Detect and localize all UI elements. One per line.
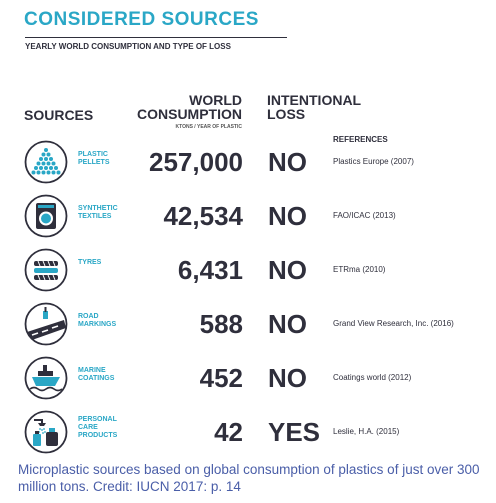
table-row: ROAD MARKINGS 588 NO Grand View Research… bbox=[0, 299, 496, 349]
source-label: SYNTHETIC TEXTILES bbox=[78, 205, 140, 221]
consumption-value: 588 bbox=[199, 309, 243, 339]
intentional-loss-value: YES bbox=[268, 417, 321, 447]
source-label: TYRES bbox=[78, 259, 140, 267]
shower-icon bbox=[24, 410, 68, 454]
table-row: SYNTHETIC TEXTILES 42,534 NO FAO/ICAC (2… bbox=[0, 191, 496, 241]
consumption-value: 257,000 bbox=[149, 147, 243, 177]
intentional-loss-value: NO bbox=[268, 201, 307, 231]
source-label-line: MARINE bbox=[78, 367, 106, 374]
intentional-loss-value: NO bbox=[268, 147, 307, 177]
column-header-loss-line2: LOSS bbox=[267, 106, 306, 122]
column-header-consumption-unit: KTONS / YEAR OF PLASTIC bbox=[175, 124, 243, 130]
reference-text: FAO/ICAC (2013) bbox=[333, 211, 396, 220]
tyre-icon bbox=[24, 248, 68, 292]
column-header-consumption-line1: WORLD bbox=[189, 92, 242, 108]
reference-text: Grand View Research, Inc. (2016) bbox=[333, 319, 454, 328]
column-header-loss: INTENTIONAL LOSS bbox=[267, 93, 361, 121]
source-label-line: MARKINGS bbox=[78, 321, 117, 328]
reference-text: Plastics Europe (2007) bbox=[333, 157, 414, 166]
reference-text: Leslie, H.A. (2015) bbox=[333, 427, 400, 436]
table-row: PERSONAL CARE PRODUCTS 42 YES Leslie, H.… bbox=[0, 407, 496, 457]
consumption-value: 452 bbox=[199, 363, 243, 393]
table-row: PLASTIC PELLETS 257,000 NO Plastics Euro… bbox=[0, 137, 496, 187]
pellets-icon bbox=[24, 140, 68, 184]
ship-icon bbox=[24, 356, 68, 400]
source-label-line: SYNTHETIC bbox=[78, 205, 118, 212]
page-title: CONSIDERED SOURCES bbox=[24, 9, 259, 30]
source-label-line: COATINGS bbox=[78, 375, 115, 382]
consumption-value: 42,534 bbox=[163, 201, 243, 231]
consumption-value: 42 bbox=[214, 417, 243, 447]
reference-text: ETRma (2010) bbox=[333, 265, 386, 274]
source-label-line: TYRES bbox=[78, 259, 102, 266]
source-label-line: PRODUCTS bbox=[78, 432, 118, 439]
source-label-line: PELLETS bbox=[78, 159, 110, 166]
source-label: ROAD MARKINGS bbox=[78, 313, 140, 329]
reference-text: Coatings world (2012) bbox=[333, 373, 412, 382]
source-label: PERSONAL CARE PRODUCTS bbox=[78, 416, 140, 440]
source-label-line: ROAD bbox=[78, 313, 99, 320]
source-label-line: CARE bbox=[78, 424, 98, 431]
column-header-references: REFERENCES bbox=[333, 135, 388, 144]
column-header-consumption: WORLD CONSUMPTION bbox=[130, 93, 242, 121]
source-label-line: TEXTILES bbox=[78, 213, 112, 220]
column-header-sources: SOURCES bbox=[24, 107, 94, 123]
page-subtitle: YEARLY WORLD CONSUMPTION AND TYPE OF LOS… bbox=[25, 37, 287, 51]
consumption-value: 6,431 bbox=[177, 255, 243, 285]
column-header-loss-line1: INTENTIONAL bbox=[267, 92, 362, 108]
figure-caption: Microplastic sources based on global con… bbox=[18, 462, 480, 494]
table-row: MARINE COATINGS 452 NO Coatings world (2… bbox=[0, 353, 496, 403]
intentional-loss-value: NO bbox=[268, 309, 307, 339]
source-label: MARINE COATINGS bbox=[78, 367, 140, 383]
table-row: TYRES 6,431 NO ETRma (2010) bbox=[0, 245, 496, 295]
column-header-consumption-line2: CONSUMPTION bbox=[137, 106, 242, 122]
source-label: PLASTIC PELLETS bbox=[78, 151, 140, 167]
intentional-loss-value: NO bbox=[268, 363, 307, 393]
source-label-line: PERSONAL bbox=[78, 416, 117, 423]
washing-machine-icon bbox=[24, 194, 68, 238]
road-icon bbox=[24, 302, 68, 346]
source-label-line: PLASTIC bbox=[78, 151, 108, 158]
intentional-loss-value: NO bbox=[268, 255, 307, 285]
